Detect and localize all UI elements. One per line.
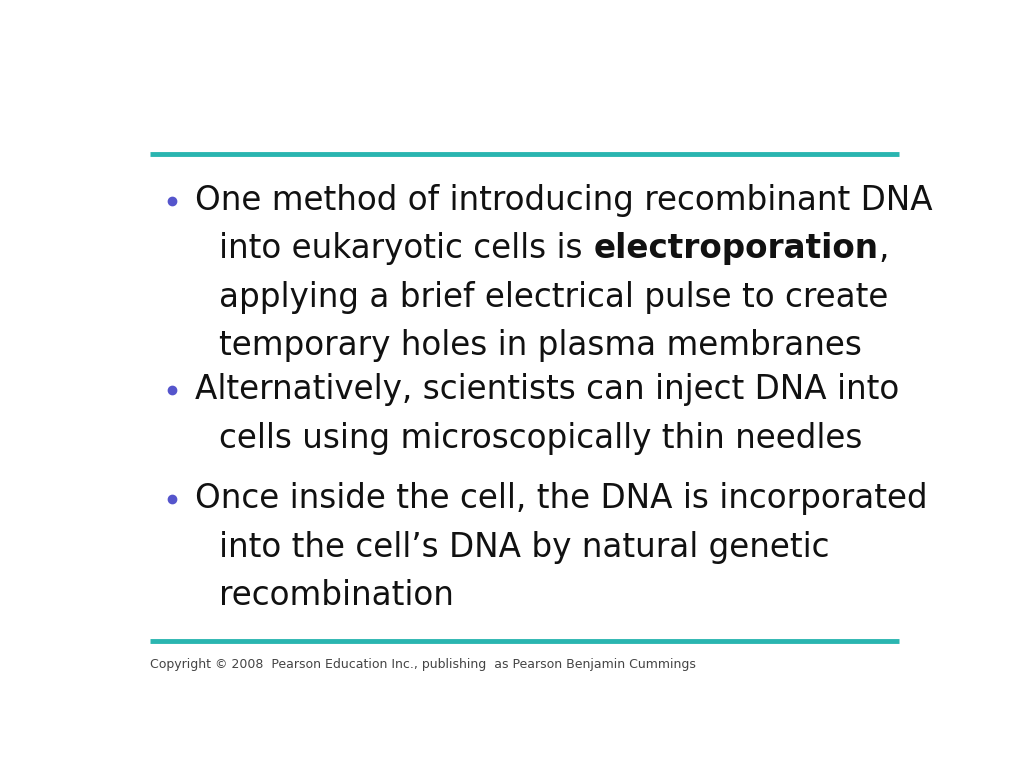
Text: electroporation: electroporation [593,232,879,265]
Text: applying a brief electrical pulse to create: applying a brief electrical pulse to cre… [219,281,889,314]
Text: One method of introducing recombinant DNA: One method of introducing recombinant DN… [196,184,933,217]
Text: into eukaryotic cells is: into eukaryotic cells is [219,232,593,265]
Text: cells using microscopically thin needles: cells using microscopically thin needles [219,422,862,455]
Text: Once inside the cell, the DNA is incorporated: Once inside the cell, the DNA is incorpo… [196,482,928,515]
Text: temporary holes in plasma membranes: temporary holes in plasma membranes [219,329,862,362]
Text: recombination: recombination [219,579,454,612]
Text: into the cell’s DNA by natural genetic: into the cell’s DNA by natural genetic [219,531,829,564]
Text: Copyright © 2008  Pearson Education Inc., publishing  as Pearson Benjamin Cummin: Copyright © 2008 Pearson Education Inc.,… [151,658,696,671]
Text: ,: , [879,232,889,265]
Text: Alternatively, scientists can inject DNA into: Alternatively, scientists can inject DNA… [196,373,900,406]
